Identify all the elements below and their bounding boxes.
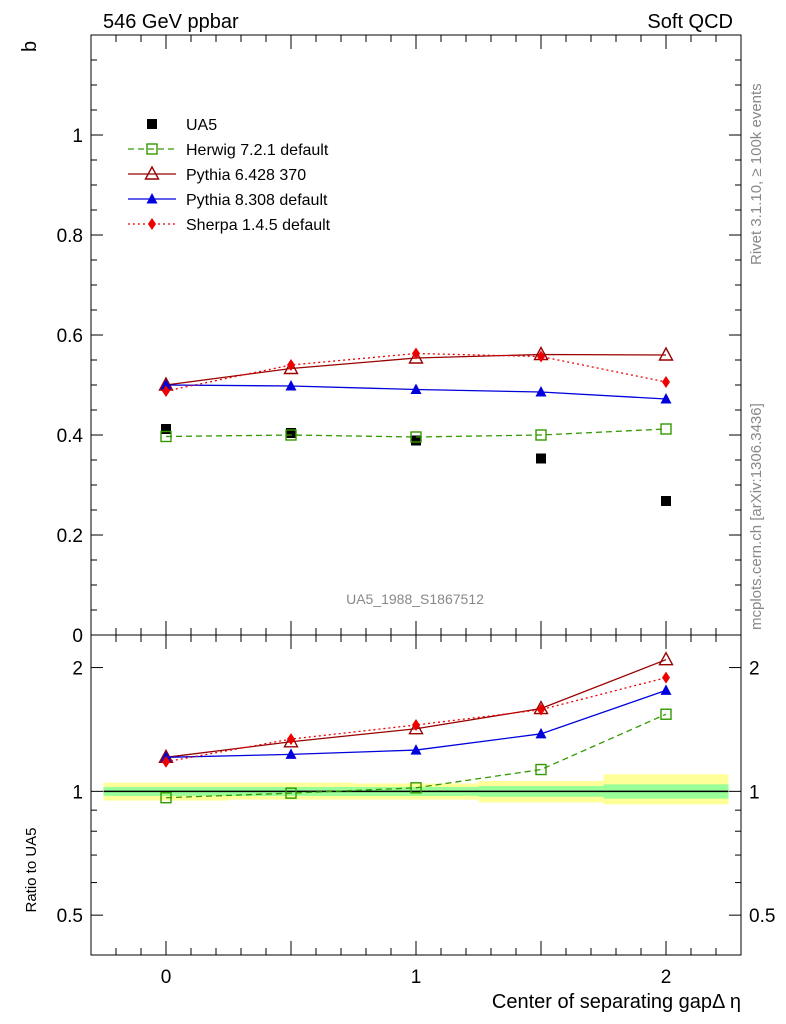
main-y-tick-label: 0.4 bbox=[57, 426, 84, 447]
legend-marker-pythia6 bbox=[144, 165, 160, 180]
legend-entry-sherpa: Sherpa 1.4.5 default bbox=[128, 217, 331, 234]
data-point-sherpa bbox=[412, 347, 420, 360]
series-line-herwig bbox=[165, 428, 667, 438]
ratio-y-tick-label: 2 bbox=[72, 659, 83, 680]
series-pythia8 bbox=[160, 379, 672, 404]
ratio-point-sherpa bbox=[412, 718, 420, 731]
x-tick-label: 1 bbox=[411, 967, 422, 988]
x-axis-title: Center of separating gapΔ η bbox=[492, 991, 741, 1013]
legend-label-pythia6: Pythia 6.428 370 bbox=[186, 167, 306, 184]
ratio-series-sherpa bbox=[162, 671, 670, 768]
legend-entry-pythia8: Pythia 8.308 default bbox=[128, 192, 328, 209]
ratio-point-herwig bbox=[535, 763, 547, 776]
ratio-point-pythia8 bbox=[535, 727, 547, 739]
data-point-data bbox=[286, 428, 296, 438]
legend-label-sherpa: Sherpa 1.4.5 default bbox=[186, 217, 331, 234]
data-point-pythia8 bbox=[535, 386, 547, 397]
data-point-pythia8 bbox=[285, 380, 297, 391]
data-point-sherpa bbox=[162, 385, 170, 397]
ratio-point-pythia6 bbox=[658, 651, 674, 666]
main-y-tick-label: 0.8 bbox=[57, 226, 83, 247]
legend-label-data: UA5 bbox=[186, 117, 217, 134]
main-y-tick-label: 0.6 bbox=[57, 326, 83, 347]
data-point-herwig bbox=[535, 429, 547, 441]
ratio-series-herwig bbox=[160, 708, 672, 804]
data-point-sherpa bbox=[287, 359, 295, 371]
series-herwig bbox=[160, 423, 672, 443]
legend-marker-herwig bbox=[146, 143, 158, 155]
legend-marker-pythia8 bbox=[146, 193, 158, 204]
data-point-pythia6 bbox=[658, 346, 674, 361]
ratio-point-sherpa bbox=[287, 733, 295, 746]
header-right-title: Soft QCD bbox=[647, 11, 733, 33]
data-point-pythia8 bbox=[410, 383, 422, 394]
analysis-watermark: UA5_1988_S1867512 bbox=[346, 591, 484, 607]
ratio-point-herwig bbox=[410, 782, 422, 794]
ratio-point-pythia8 bbox=[410, 744, 422, 755]
data-point-herwig bbox=[285, 429, 297, 441]
legend-marker-sherpa bbox=[148, 218, 156, 230]
legend: UA5 Herwig 7.2.1 default Pythia 6.428 370 P… bbox=[128, 117, 331, 234]
data-point-pythia8 bbox=[160, 379, 172, 390]
ratio-y-tick-label-right: 1 bbox=[749, 782, 760, 803]
data-point-pythia6 bbox=[408, 349, 424, 364]
legend-entry-data: UA5 bbox=[147, 117, 217, 134]
ratio-plot-panel: 0.5 0.5 1 1 2 2 0 1 2 bbox=[57, 634, 775, 988]
ratio-point-pythia6 bbox=[283, 733, 299, 748]
ratio-point-herwig bbox=[160, 792, 172, 804]
main-y-tick-label: 0 bbox=[72, 626, 83, 647]
series-data bbox=[161, 424, 671, 506]
ratio-point-sherpa bbox=[162, 755, 170, 768]
data-point-data bbox=[661, 496, 671, 506]
ratio-point-pythia6 bbox=[408, 720, 424, 735]
series-sherpa bbox=[162, 347, 670, 397]
ratio-y-tick-label-right: 2 bbox=[749, 659, 760, 680]
ratio-line-sherpa bbox=[165, 677, 667, 763]
legend-entry-herwig: Herwig 7.2.1 default bbox=[128, 142, 329, 159]
ratio-point-herwig bbox=[285, 787, 297, 799]
main-y-tick-label: 0.2 bbox=[57, 526, 83, 547]
legend-marker-data bbox=[147, 119, 157, 129]
legend-label-pythia8: Pythia 8.308 default bbox=[186, 192, 328, 209]
data-point-data bbox=[411, 435, 421, 446]
legend-entry-pythia6: Pythia 6.428 370 bbox=[128, 165, 306, 184]
data-point-sherpa bbox=[537, 350, 545, 363]
mcplots-label: mcplots.cern.ch [arXiv:1306.3436] bbox=[748, 403, 765, 630]
series-line-sherpa bbox=[165, 352, 667, 392]
data-point-pythia6 bbox=[283, 360, 299, 375]
x-tick-label: 0 bbox=[161, 967, 172, 988]
data-point-herwig bbox=[660, 423, 672, 435]
ratio-point-sherpa bbox=[537, 703, 545, 716]
main-plot-panel: 0 0.2 0.4 0.6 0.8 1 bbox=[57, 34, 742, 647]
main-y-tick-label: 1 bbox=[72, 126, 83, 147]
data-point-herwig bbox=[410, 431, 422, 443]
ratio-line-pythia6 bbox=[165, 659, 667, 758]
ratio-y-axis-title: Ratio to UA5 bbox=[23, 827, 40, 912]
data-point-sherpa bbox=[662, 376, 670, 388]
ratio-y-tick-label: 1 bbox=[72, 782, 83, 803]
rivet-version-label: Rivet 3.1.10, ≥ 100k events bbox=[748, 83, 765, 265]
legend-label-herwig: Herwig 7.2.1 default bbox=[186, 142, 329, 159]
data-point-data bbox=[161, 424, 171, 434]
data-point-herwig bbox=[160, 430, 172, 443]
main-y-axis-title: b bbox=[19, 41, 41, 52]
ratio-point-pythia8 bbox=[660, 684, 672, 695]
header-left-title: 546 GeV ppbar bbox=[103, 11, 239, 33]
data-point-data bbox=[536, 453, 546, 464]
x-tick-label: 2 bbox=[661, 967, 672, 988]
data-point-pythia8 bbox=[660, 393, 672, 404]
ratio-line-herwig bbox=[165, 713, 667, 799]
ratio-y-tick-label-right: 0.5 bbox=[749, 906, 775, 927]
ratio-series-pythia8 bbox=[160, 684, 672, 762]
ratio-point-sherpa bbox=[662, 671, 670, 684]
ratio-point-pythia8 bbox=[285, 748, 297, 759]
ratio-y-tick-label: 0.5 bbox=[57, 906, 83, 927]
ratio-point-herwig bbox=[660, 708, 672, 720]
